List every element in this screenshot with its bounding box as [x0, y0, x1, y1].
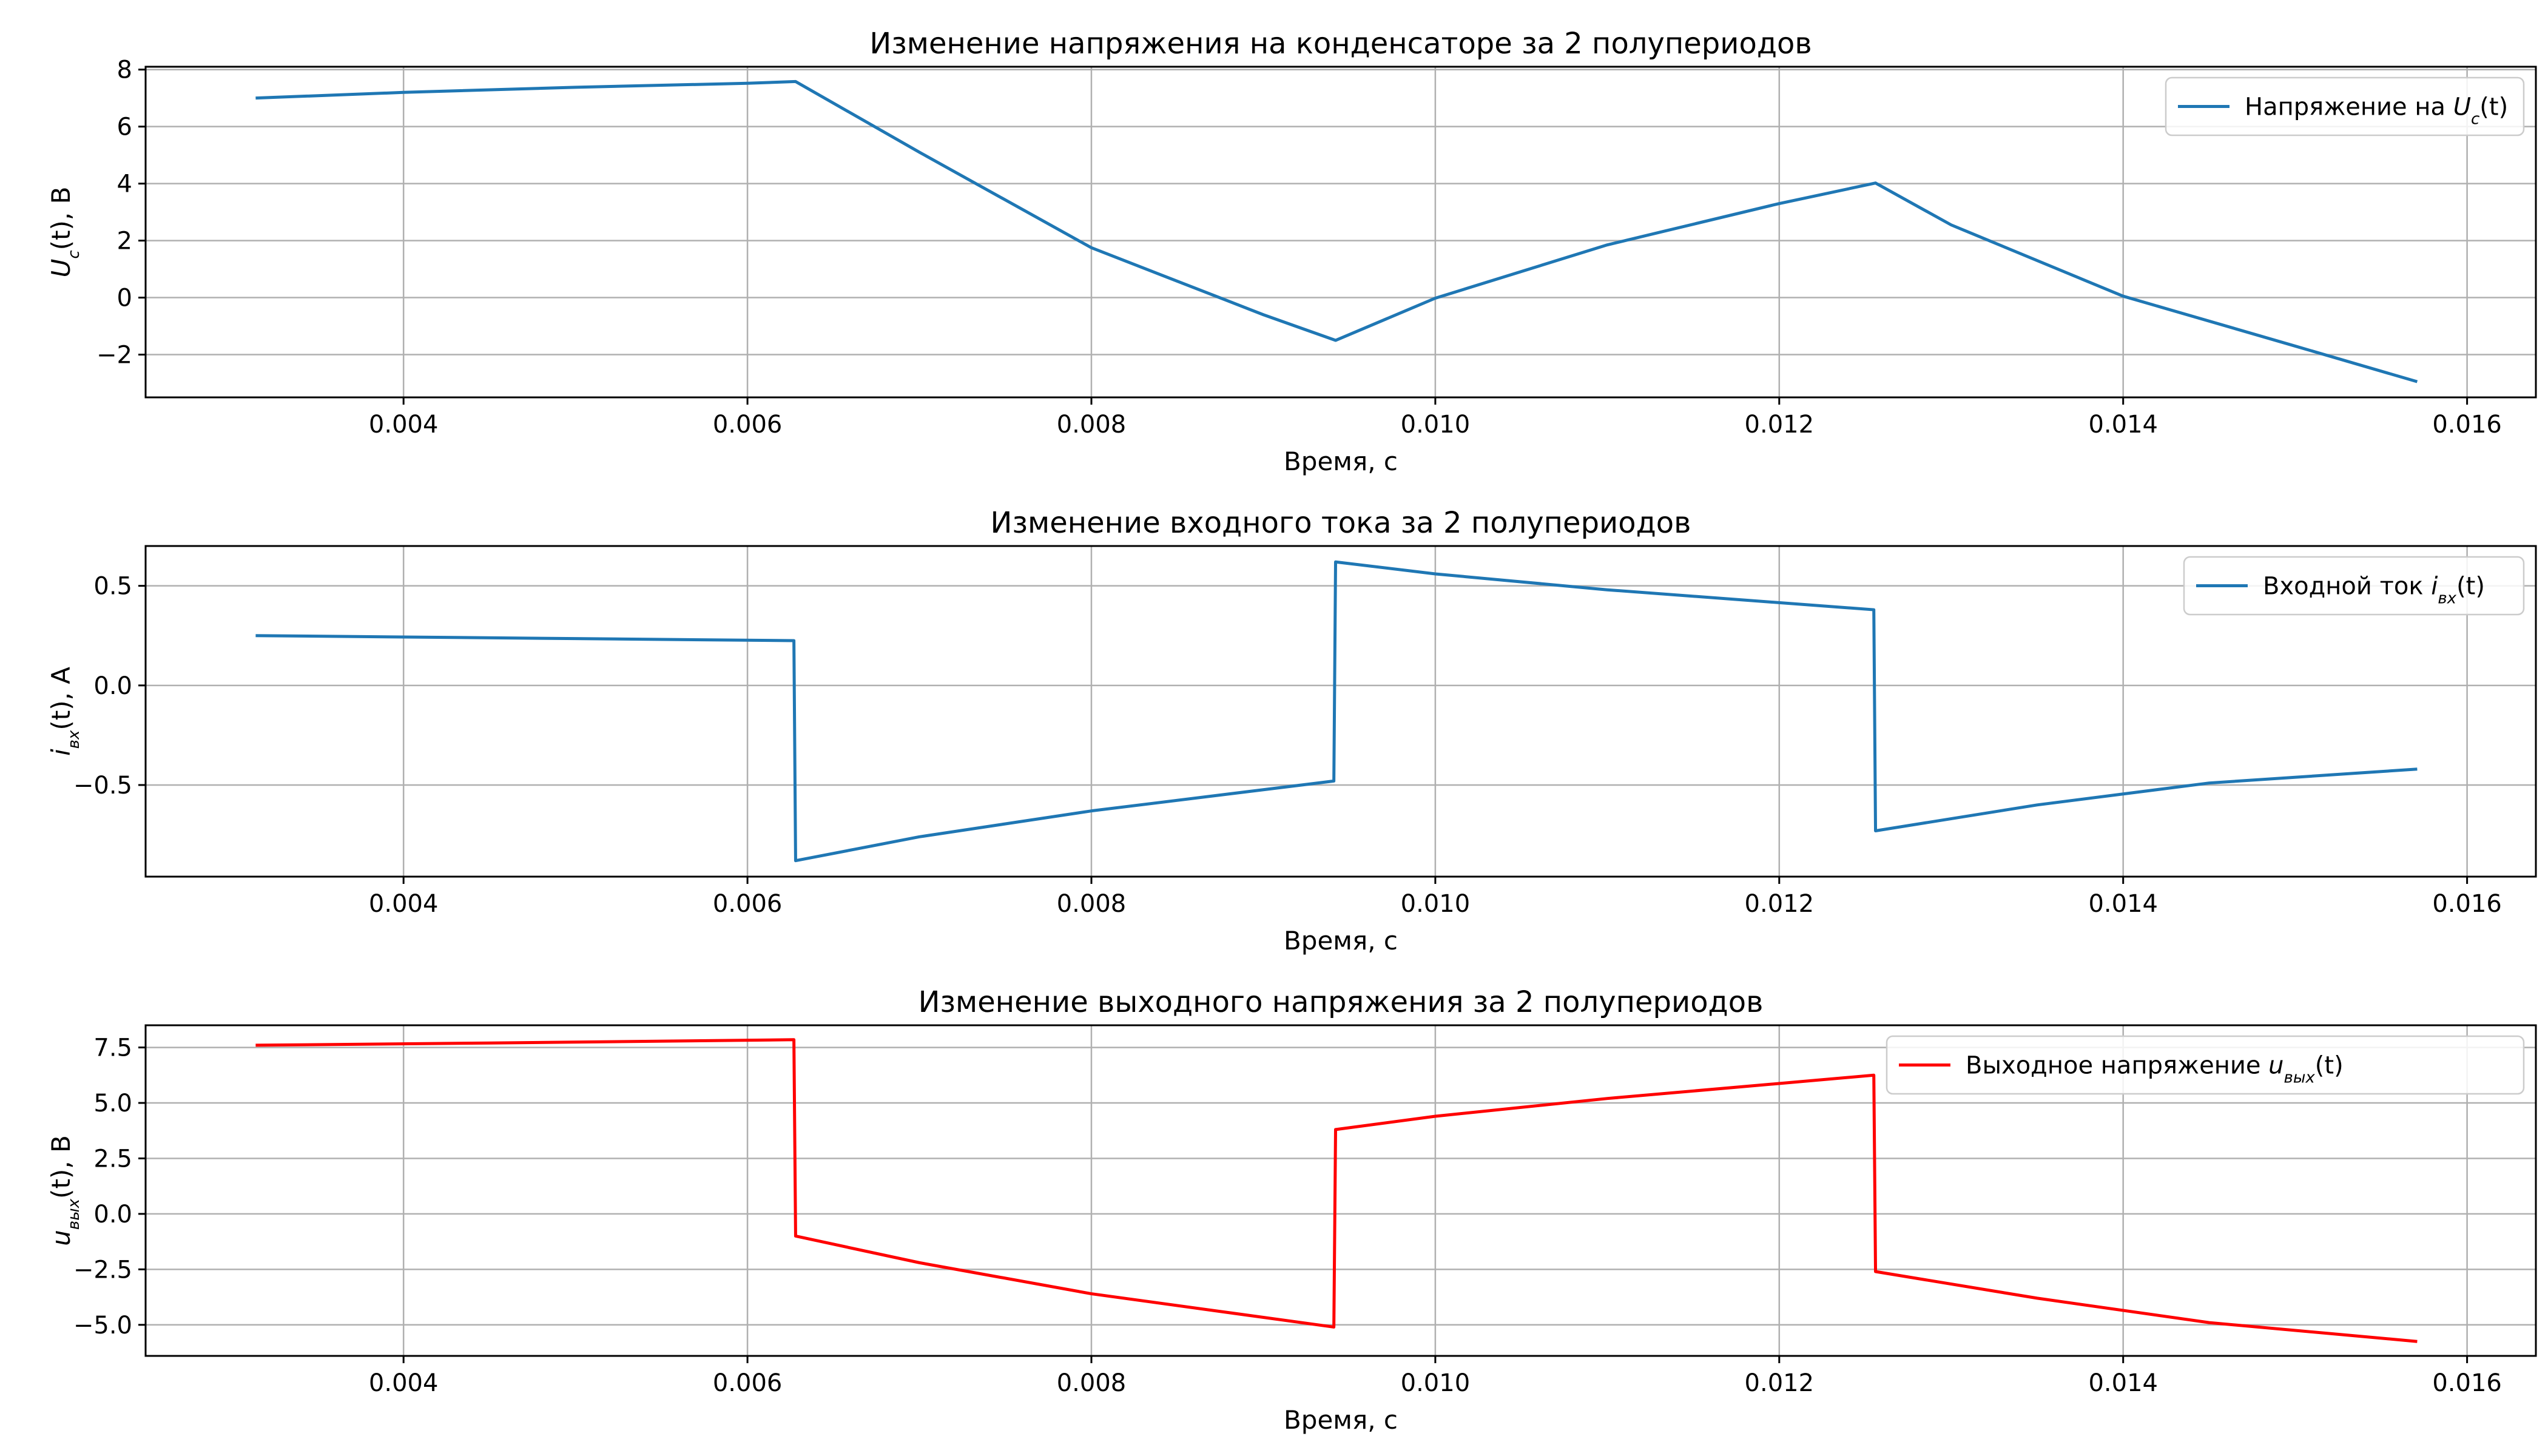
x-axis-label: Время, с [1284, 447, 1398, 476]
y-tick-label: 6 [117, 113, 132, 141]
x-tick-label: 0.014 [2088, 411, 2158, 439]
x-tick-label: 0.016 [2432, 890, 2502, 918]
y-tick-label: 2 [117, 228, 132, 255]
x-tick-label: 0.006 [713, 1369, 783, 1397]
x-tick-label: 0.008 [1057, 890, 1127, 918]
chart-title: Изменение выходного напряжения за 2 полу… [918, 985, 1764, 1019]
chart-title: Изменение входного тока за 2 полупериодо… [991, 506, 1691, 540]
series-line [255, 560, 2418, 863]
legend-box [2183, 556, 2525, 616]
y-tick-label: 2.5 [93, 1145, 132, 1173]
x-axis-label: Время, с [1284, 926, 1398, 956]
y-tick-label: 0 [117, 285, 132, 312]
x-tick-label: 0.016 [2432, 1369, 2502, 1397]
x-tick-label: 0.004 [369, 1369, 439, 1397]
x-tick-label: 0.006 [713, 890, 783, 918]
y-tick-label: −5.0 [73, 1312, 132, 1340]
legend-box [1886, 1035, 2525, 1095]
legend: Напряжение на Uc(t) [2165, 76, 2525, 136]
legend-label: Входной ток iвх(t) [2263, 573, 2485, 608]
x-tick-label: 0.012 [1745, 411, 1815, 439]
x-tick-label: 0.014 [2088, 1369, 2158, 1397]
chart-panel-1: 0.004 0.006 0.008 0.010 0.012 0.014 0.016 −2 0 2 4… [46, 27, 2537, 476]
x-tick-label: 0.010 [1401, 1369, 1471, 1397]
y-tick-label: 4 [117, 170, 132, 198]
x-tick-label: 0.016 [2432, 411, 2502, 439]
chart-panel-3: 0.004 0.006 0.008 0.010 0.012 0.014 0.016 −5.0 −… [46, 985, 2537, 1435]
x-axis-label: Время, с [1284, 1405, 1398, 1435]
y-axis-label: uвых(t), В [46, 1135, 83, 1246]
x-tick-label: 0.004 [369, 411, 439, 439]
x-tick-label: 0.008 [1057, 411, 1127, 439]
legend: Входной ток iвх(t) [2183, 556, 2525, 616]
y-tick-label: 0.0 [93, 672, 132, 700]
x-tick-label: 0.014 [2088, 890, 2158, 918]
legend-label: Напряжение на Uc(t) [2245, 93, 2508, 129]
y-axis-label: iвх(t), А [46, 667, 83, 756]
series-line [255, 1038, 2418, 1343]
y-tick-label: 5.0 [93, 1090, 132, 1117]
y-tick-label: −2 [96, 342, 132, 369]
x-tick-label: 0.008 [1057, 1369, 1127, 1397]
y-tick-label: 7.5 [93, 1034, 132, 1062]
x-tick-label: 0.010 [1401, 411, 1471, 439]
axes-frame [144, 545, 2537, 878]
chart-panel-2: 0.004 0.006 0.008 0.010 0.012 0.014 0.016 −0.5 0… [46, 506, 2537, 956]
y-tick-label: 8 [117, 56, 132, 84]
legend-box [2165, 76, 2525, 136]
x-tick-label: 0.004 [369, 890, 439, 918]
axes-frame [144, 66, 2537, 399]
series-line [255, 79, 2418, 383]
y-tick-label: −0.5 [73, 772, 132, 800]
x-tick-label: 0.010 [1401, 890, 1471, 918]
chart-title: Изменение напряжения на конденсаторе за … [869, 27, 1812, 61]
legend: Выходное напряжение uвых(t) [1886, 1035, 2525, 1095]
y-tick-label: −2.5 [73, 1256, 132, 1284]
legend-label: Выходное напряжение uвых(t) [1966, 1052, 2344, 1087]
axes-frame [144, 1024, 2537, 1357]
x-tick-label: 0.012 [1745, 890, 1815, 918]
x-tick-label: 0.006 [713, 411, 783, 439]
y-tick-label: 0.5 [93, 573, 132, 601]
x-tick-label: 0.012 [1745, 1369, 1815, 1397]
y-axis-label: Uc(t), В [46, 187, 83, 278]
y-tick-label: 0.0 [93, 1201, 132, 1228]
